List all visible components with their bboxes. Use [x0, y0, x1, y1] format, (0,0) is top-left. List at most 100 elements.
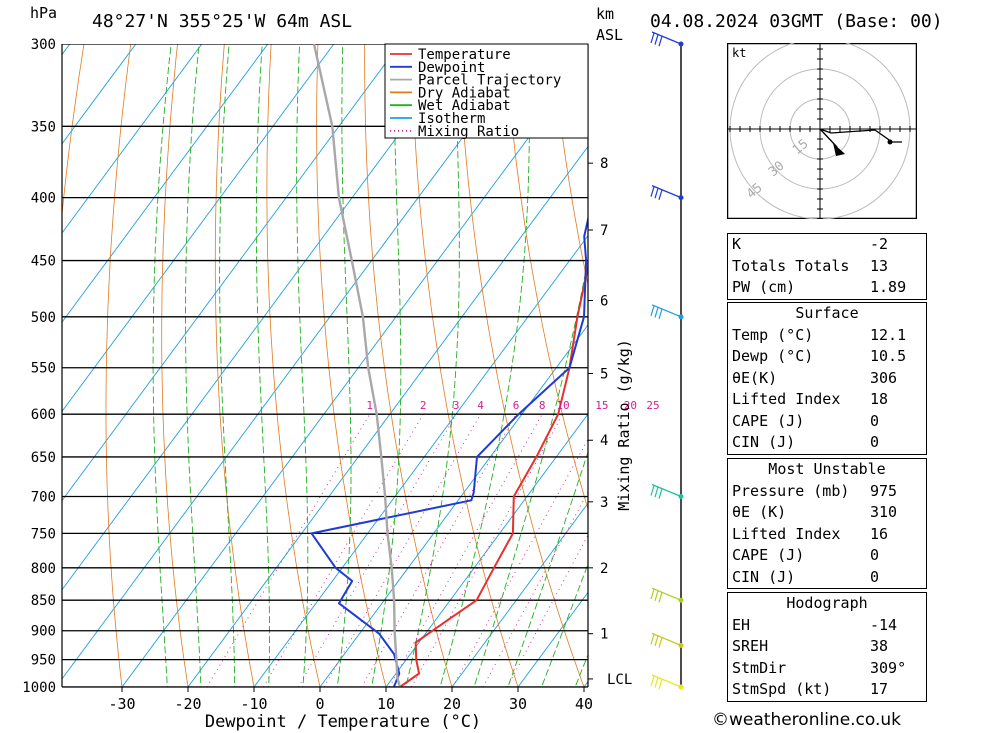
index-tt-row: Totals Totals 13: [728, 256, 926, 278]
legend-label: Dry Adiabat: [418, 85, 511, 101]
dry-adiabat-line: [214, 44, 255, 687]
hodograph-table: Hodograph EH -14 SREH 38 StmDir 309° StmSpd…: [727, 592, 927, 702]
index-pw-label: PW (cm): [732, 278, 796, 296]
hodograph-row-value: -14: [870, 615, 898, 634]
dry-adiabat-line: [266, 44, 321, 687]
height-tick-label: 4: [600, 433, 608, 449]
wind-barb-flag: [650, 675, 655, 687]
wet-adiabat-line: [296, 44, 309, 687]
hodograph-table-row: SREH 38: [728, 636, 926, 658]
surface-row: CAPE (J) 0: [728, 411, 926, 433]
hodograph-row-value: 38: [870, 637, 889, 655]
dewpoint-profile-line: [310, 215, 588, 687]
mixing-ratio-label: 4: [477, 399, 484, 412]
wind-barb-flag: [658, 488, 663, 499]
wind-barb-flag: [658, 679, 663, 690]
surface-row: θE(K) 306: [728, 368, 926, 390]
hodograph-row-value: 309°: [870, 658, 907, 677]
isotherm-line: [385, 413, 588, 687]
wind-barb-flag: [650, 305, 655, 316]
legend-label: Isotherm: [418, 111, 485, 127]
temperature-tick-label: -20: [174, 695, 201, 713]
most-unstable-row-value: 975: [870, 481, 898, 500]
index-tt-label: Totals Totals: [732, 256, 850, 275]
wet-adiabat-line: [219, 44, 236, 687]
isotherm-line: [319, 324, 588, 687]
mixing-ratio-line: [452, 438, 588, 687]
surface-row-label: Temp (°C): [732, 325, 814, 344]
pressure-tick-label: 450: [31, 254, 56, 270]
copyright-link[interactable]: ©weatheronline.co.uk: [712, 710, 902, 730]
most-unstable-row-label: θE (K): [732, 503, 787, 521]
wind-barb-flag: [650, 589, 655, 600]
dry-adiabat-line: [551, 44, 588, 287]
dry-adiabat-line: [62, 44, 85, 218]
legend-label: Temperature: [418, 47, 511, 63]
isotherm-line: [62, 44, 401, 502]
pressure-tick-label: 750: [31, 526, 56, 542]
pressure-tick-label: 550: [31, 361, 56, 377]
wind-barb-flag: [658, 189, 663, 201]
most-unstable-row-label: CIN (J): [732, 567, 796, 586]
wind-barb-shaft: [651, 304, 682, 318]
height-unit-label: km: [596, 5, 615, 23]
wind-barb-flag: [654, 635, 659, 647]
temperature-tick-label: 40: [575, 695, 593, 713]
pressure-tick-label: 400: [31, 191, 56, 207]
surface-row-value: 0: [870, 411, 880, 430]
surface-row-value: 12.1: [870, 325, 907, 344]
dry-adiabat-line: [105, 44, 132, 687]
surface-row-label: Dewp (°C): [732, 347, 814, 365]
wet-adiabat-line: [473, 256, 588, 687]
isotherm-line: [62, 44, 71, 56]
pressure-tick-label: 800: [31, 561, 56, 577]
mixing-ratio-line: [297, 413, 457, 687]
pressure-tick-label: 700: [31, 490, 56, 506]
isotherm-line: [253, 234, 588, 687]
index-k-label: K: [732, 235, 742, 253]
parcel-trajectory-line: [312, 44, 402, 687]
pressure-tick-label: 900: [31, 624, 56, 640]
index-k-value: -2: [870, 235, 889, 253]
pressure-tick-label: 950: [31, 653, 56, 669]
dry-adiabat-line: [161, 44, 189, 687]
most-unstable-row-value: 16: [870, 524, 889, 543]
legend-label: Dewpoint: [418, 60, 485, 76]
wind-barb-shaft: [651, 31, 682, 45]
height-tick-label: 7: [600, 223, 608, 239]
wind-barb-shaft: [651, 587, 682, 601]
height-tick-label: 3: [600, 495, 608, 511]
hodograph-row-label: SREH: [732, 637, 769, 655]
temperature-tick-label: -10: [240, 695, 267, 713]
isotherm-line: [187, 145, 588, 687]
hodograph-row-label: StmDir: [732, 658, 787, 677]
mixing-ratio-line: [206, 413, 371, 687]
dry-adiabat-line: [945, 0, 1000, 713]
height-unit-asl-label: ASL: [596, 26, 624, 44]
wind-barb-flag: [654, 188, 659, 199]
height-tick-label: 1: [600, 627, 608, 643]
mixing-ratio-label: 6: [513, 399, 520, 412]
most-unstable-row: CAPE (J) 0: [728, 545, 926, 567]
temperature-tick-label: 30: [509, 695, 527, 713]
most-unstable-row-value: 0: [870, 567, 880, 586]
isotherm-line: [451, 502, 588, 687]
mixing-ratio-label: 15: [595, 399, 608, 412]
surface-row-value: 10.5: [870, 347, 907, 365]
pressure-tick-label: 600: [31, 407, 56, 423]
hodograph-chart: kt 15 30 45: [727, 43, 917, 219]
wind-barb-flag: [650, 485, 655, 496]
most-unstable-row-label: Lifted Index: [732, 524, 841, 543]
index-pw-row: PW (cm) 1.89: [728, 277, 926, 299]
x-axis-title: Dewpoint / Temperature (°C): [205, 712, 481, 732]
mixing-ratio-axis-title: Mixing Ratio (g/kg): [615, 339, 633, 511]
temperature-tick-label: 10: [377, 695, 395, 713]
isotherm-line: [62, 44, 269, 323]
most-unstable-table: Most Unstable Pressure (mb) 975 θE (K) 310…: [727, 458, 927, 589]
wet-adiabat-line: [185, 44, 202, 687]
indices-table: K -2 Totals Totals 13 PW (cm) 1.89: [727, 233, 927, 300]
pressure-tick-label: 350: [31, 119, 56, 135]
index-tt-value: 13: [870, 256, 889, 275]
